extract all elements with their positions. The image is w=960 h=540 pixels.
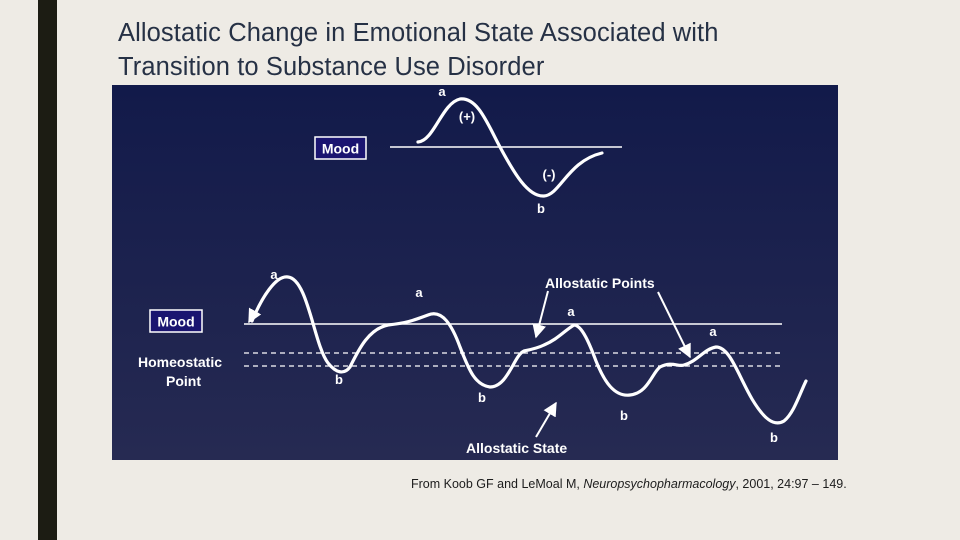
side-accent-bar: [38, 0, 57, 540]
negative-label: (-): [543, 167, 556, 182]
allostatic-point-arrow-1: [532, 290, 549, 339]
allostasis-figure: Mood a (+) (-) b Mood Homeostatic Point …: [112, 85, 838, 460]
homeostatic-label-line1: Homeostatic: [138, 354, 222, 370]
title-line-2: Transition to Substance Use Disorder: [118, 53, 545, 81]
figure-background: [112, 85, 838, 460]
homeostatic-point-arrow: [248, 307, 262, 324]
allostatic-state-label: Allostatic State: [466, 440, 567, 456]
citation-suffix: , 2001, 24:97 – 149.: [735, 477, 847, 491]
bottom-mood-box: [149, 309, 203, 333]
trough-label-4: b: [770, 430, 778, 445]
allostatic-points-label: Allostatic Points: [545, 275, 655, 291]
allostasis-diagram: Mood a (+) (-) b Mood Homeostatic Point …: [112, 85, 838, 460]
top-mood-curve: [416, 97, 604, 198]
trough-label-3: b: [620, 408, 628, 423]
peak-label-1: a: [270, 267, 278, 282]
title-line-1: Allostatic Change in Emotional State Ass…: [118, 19, 719, 47]
peak-label-3: a: [567, 304, 575, 319]
allostatic-mood-curve: [250, 275, 808, 425]
bottom-panel: Mood Homeostatic Point a a a a b b b b A…: [138, 267, 808, 456]
trough-label-2: b: [478, 390, 486, 405]
slide-title: Allostatic Change in Emotional State Ass…: [118, 16, 878, 84]
citation: From Koob GF and LeMoal M, Neuropsychoph…: [411, 475, 881, 493]
peak-label-2: a: [415, 285, 423, 300]
citation-journal: Neuropsychopharmacology: [583, 477, 736, 491]
top-peak-label: a: [438, 85, 446, 99]
allostatic-state-arrow: [535, 401, 557, 438]
peak-label-4: a: [709, 324, 717, 339]
homeostatic-label-line2: Point: [166, 373, 201, 389]
allostatic-point-arrow-2: [657, 291, 691, 359]
top-mood-label: Mood: [322, 141, 359, 157]
positive-label: (+): [459, 109, 475, 124]
citation-author2: Moal M,: [535, 477, 584, 491]
bottom-mood-label: Mood: [157, 314, 194, 330]
citation-prefix: From Koob GF and Le: [411, 477, 536, 491]
trough-label-1: b: [335, 372, 343, 387]
top-mood-box: [314, 136, 367, 160]
top-trough-label: b: [537, 201, 545, 216]
top-panel: Mood a (+) (-) b: [314, 85, 622, 216]
